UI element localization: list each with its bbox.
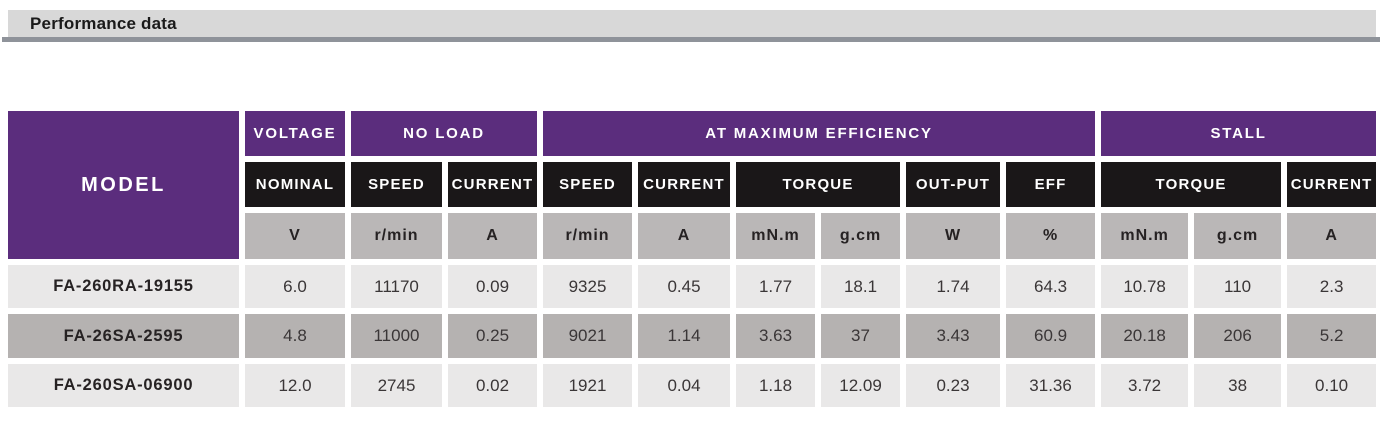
header-eff: EFF xyxy=(1006,162,1096,207)
section-title-bar: Performance data xyxy=(8,10,1376,37)
cell-maxeff-current: 1.14 xyxy=(638,314,731,358)
header-stall-torque: TORQUE xyxy=(1101,162,1282,207)
cell-voltage-nominal: 6.0 xyxy=(245,265,345,308)
unit-stall-torque-mnm: mN.m xyxy=(1101,213,1189,259)
cell-stall-torque-mnm: 10.78 xyxy=(1101,265,1189,308)
cell-voltage-nominal: 4.8 xyxy=(245,314,345,358)
cell-output-w: 1.74 xyxy=(906,265,1001,308)
cell-output-w: 3.43 xyxy=(906,314,1001,358)
header-nominal: NOMINAL xyxy=(245,162,345,207)
cell-noload-current: 0.25 xyxy=(448,314,538,358)
cell-maxeff-speed: 9325 xyxy=(543,265,633,308)
cell-eff-pct: 60.9 xyxy=(1006,314,1096,358)
unit-stall-current-a: A xyxy=(1287,213,1377,259)
cell-stall-torque-mnm: 3.72 xyxy=(1101,364,1189,407)
header-row-subheaders: NOMINAL SPEED CURRENT SPEED CURRENT TORQ… xyxy=(8,162,1377,207)
unit-maxeff-rpm: r/min xyxy=(543,213,633,259)
table-row: FA-26SA-2595 4.8 11000 0.25 9021 1.14 3.… xyxy=(8,314,1377,358)
section-title: Performance data xyxy=(30,13,177,33)
cell-voltage-nominal: 12.0 xyxy=(245,364,345,407)
unit-noload-rpm: r/min xyxy=(351,213,442,259)
table-row: FA-260SA-06900 12.0 2745 0.02 1921 0.04 … xyxy=(8,364,1377,407)
header-maxeff-current: CURRENT xyxy=(638,162,731,207)
header-maxeff-torque: TORQUE xyxy=(736,162,901,207)
performance-table: MODEL VOLTAGE NO LOAD AT MAXIMUM EFFICIE… xyxy=(2,105,1382,413)
section-title-underline xyxy=(2,37,1380,42)
cell-noload-current: 0.09 xyxy=(448,265,538,308)
header-noload-current: CURRENT xyxy=(448,162,538,207)
cell-noload-speed: 2745 xyxy=(351,364,442,407)
header-maxeff-speed: SPEED xyxy=(543,162,633,207)
cell-maxeff-torque-gcm: 18.1 xyxy=(821,265,901,308)
cell-eff-pct: 64.3 xyxy=(1006,265,1096,308)
header-row-units: V r/min A r/min A mN.m g.cm W % mN.m g.c… xyxy=(8,213,1377,259)
cell-maxeff-current: 0.04 xyxy=(638,364,731,407)
cell-maxeff-torque-mnm: 3.63 xyxy=(736,314,816,358)
unit-noload-a: A xyxy=(448,213,538,259)
header-noload-speed: SPEED xyxy=(351,162,442,207)
header-row-groups: MODEL VOLTAGE NO LOAD AT MAXIMUM EFFICIE… xyxy=(8,111,1377,259)
cell-maxeff-torque-mnm: 1.18 xyxy=(736,364,816,407)
cell-output-w: 0.23 xyxy=(906,364,1001,407)
header-group-no-load: NO LOAD xyxy=(351,111,538,156)
unit-maxeff-a: A xyxy=(638,213,731,259)
unit-eff-pct: % xyxy=(1006,213,1096,259)
header-group-stall: STALL xyxy=(1101,111,1377,156)
cell-stall-current: 0.10 xyxy=(1287,364,1377,407)
cell-model: FA-26SA-2595 xyxy=(8,314,239,358)
cell-maxeff-current: 0.45 xyxy=(638,265,731,308)
header-group-at-maximum-efficiency: AT MAXIMUM EFFICIENCY xyxy=(543,111,1096,156)
header-model: MODEL xyxy=(8,111,239,259)
cell-maxeff-torque-gcm: 37 xyxy=(821,314,901,358)
unit-stall-torque-gcm: g.cm xyxy=(1194,213,1282,259)
header-output: OUT-PUT xyxy=(906,162,1001,207)
cell-maxeff-speed: 1921 xyxy=(543,364,633,407)
cell-stall-current: 5.2 xyxy=(1287,314,1377,358)
cell-noload-current: 0.02 xyxy=(448,364,538,407)
cell-eff-pct: 31.36 xyxy=(1006,364,1096,407)
cell-maxeff-torque-gcm: 12.09 xyxy=(821,364,901,407)
unit-voltage-v: V xyxy=(245,213,345,259)
header-group-voltage: VOLTAGE xyxy=(245,111,345,156)
header-stall-current: CURRENT xyxy=(1287,162,1377,207)
cell-maxeff-speed: 9021 xyxy=(543,314,633,358)
cell-model: FA-260SA-06900 xyxy=(8,364,239,407)
cell-noload-speed: 11000 xyxy=(351,314,442,358)
unit-torque-gcm: g.cm xyxy=(821,213,901,259)
table-row: FA-260RA-19155 6.0 11170 0.09 9325 0.45 … xyxy=(8,265,1377,308)
cell-stall-torque-gcm: 38 xyxy=(1194,364,1282,407)
cell-stall-current: 2.3 xyxy=(1287,265,1377,308)
unit-output-w: W xyxy=(906,213,1001,259)
cell-model: FA-260RA-19155 xyxy=(8,265,239,308)
cell-noload-speed: 11170 xyxy=(351,265,442,308)
cell-stall-torque-mnm: 20.18 xyxy=(1101,314,1189,358)
cell-stall-torque-gcm: 110 xyxy=(1194,265,1282,308)
cell-maxeff-torque-mnm: 1.77 xyxy=(736,265,816,308)
cell-stall-torque-gcm: 206 xyxy=(1194,314,1282,358)
unit-torque-mnm: mN.m xyxy=(736,213,816,259)
